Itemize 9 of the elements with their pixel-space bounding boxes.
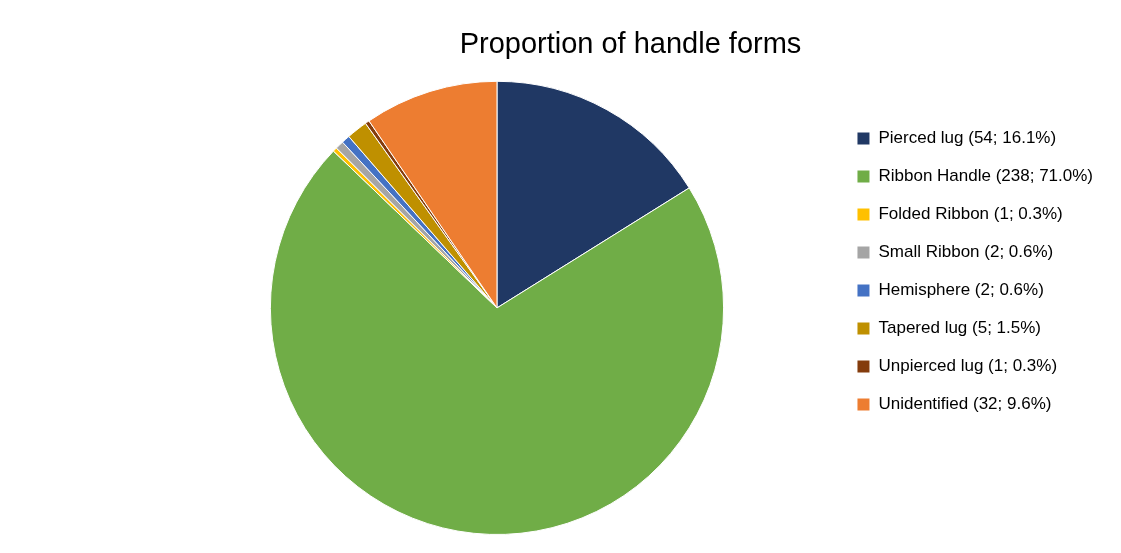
- legend-label: Tapered lug (5; 1.5%): [878, 318, 1042, 338]
- legend-label: Small Ribbon (2; 0.6%): [878, 242, 1054, 262]
- legend-label: Pierced lug (54; 16.1%): [878, 128, 1057, 148]
- legend-label: Ribbon Handle (238; 71.0%): [878, 166, 1094, 186]
- legend-label: Folded Ribbon (1; 0.3%): [878, 204, 1063, 224]
- chart-title: Proportion of handle forms: [459, 27, 802, 60]
- legend-label: Hemisphere (2; 0.6%): [878, 280, 1044, 300]
- legend-label: Unidentified (32; 9.6%): [878, 394, 1052, 414]
- legend-label: Unpierced lug (1; 0.3%): [878, 356, 1058, 376]
